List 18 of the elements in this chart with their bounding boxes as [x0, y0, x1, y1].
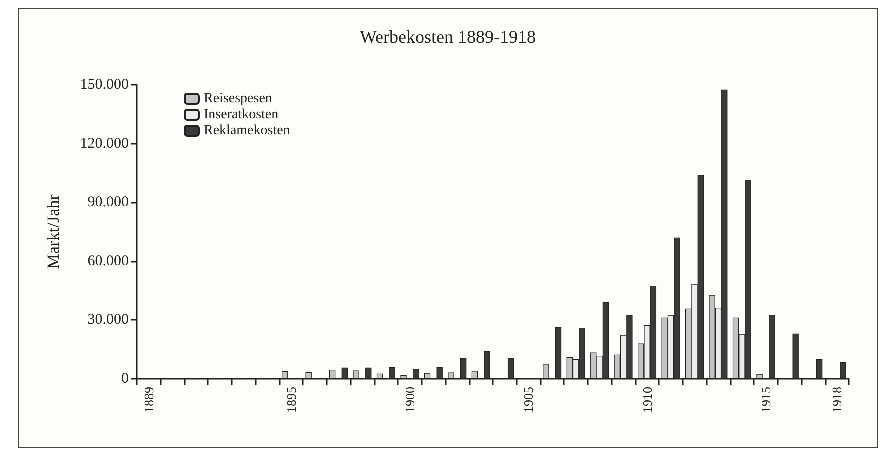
- y-tick-label: 90.000: [88, 194, 129, 211]
- x-tick-label: 1905: [521, 387, 536, 413]
- legend-label: Reklamekosten: [204, 124, 290, 138]
- y-tick-label: 60.000: [88, 253, 129, 270]
- y-tick-label: 150.000: [80, 77, 129, 93]
- legend-label: Reisespesen: [204, 92, 272, 106]
- y-tick-label: 30.000: [88, 312, 129, 328]
- y-tick-label: 120.000: [80, 136, 129, 152]
- x-tick-label: 1895: [284, 387, 299, 413]
- x-tick-label: 1910: [640, 387, 655, 413]
- y-tick-label: 0: [122, 371, 129, 387]
- y-axis-title: Markt/Jahr: [44, 194, 63, 270]
- x-tick-label: 1915: [758, 387, 774, 413]
- legend-label: Inseratkosten: [204, 108, 279, 122]
- x-tick-label: 1900: [402, 387, 418, 413]
- x-tick-label: 1918: [830, 387, 845, 413]
- chart-title: Werbekosten 1889-1918: [360, 27, 536, 47]
- x-tick-label: 1889: [141, 387, 156, 413]
